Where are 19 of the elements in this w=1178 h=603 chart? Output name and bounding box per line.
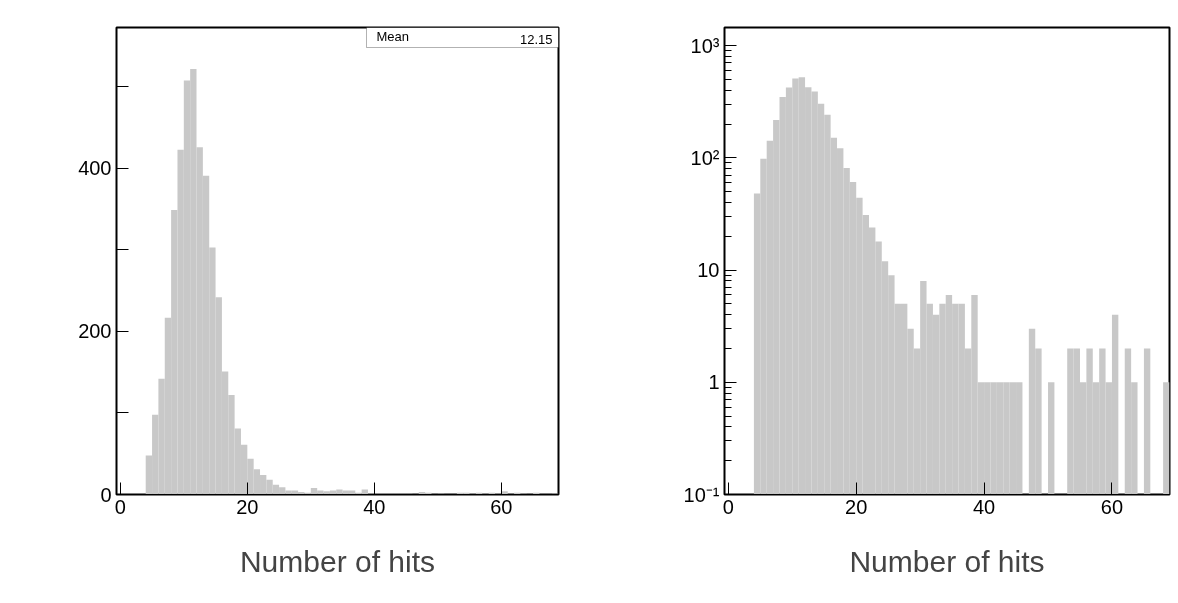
y-tick-label: 1 bbox=[708, 371, 720, 394]
y-tick-label: 10³ bbox=[690, 34, 720, 57]
y-tick-label: 10² bbox=[690, 146, 720, 169]
y-tick-label: 10 bbox=[697, 259, 720, 282]
x-axis-title: Number of hits bbox=[849, 544, 1045, 578]
x-tick-label: 40 bbox=[972, 495, 996, 518]
x-tick-label: 60 bbox=[490, 495, 513, 518]
x-tick-label: 20 bbox=[236, 495, 259, 518]
annotation: Mean bbox=[376, 28, 410, 44]
x-tick-label: 0 bbox=[722, 495, 734, 518]
x-tick-label: 60 bbox=[1100, 495, 1124, 518]
y-tick-label: 10⁻¹ bbox=[683, 483, 720, 506]
y-tick-label: 400 bbox=[78, 157, 112, 180]
x-tick-label: 0 bbox=[114, 495, 126, 518]
x-tick-label: 40 bbox=[363, 495, 386, 518]
y-tick-label: 200 bbox=[78, 320, 112, 343]
x-tick-label: 20 bbox=[845, 495, 868, 518]
annotation: 12.15 bbox=[519, 31, 553, 47]
x-axis-title: Number of hits bbox=[239, 544, 436, 578]
